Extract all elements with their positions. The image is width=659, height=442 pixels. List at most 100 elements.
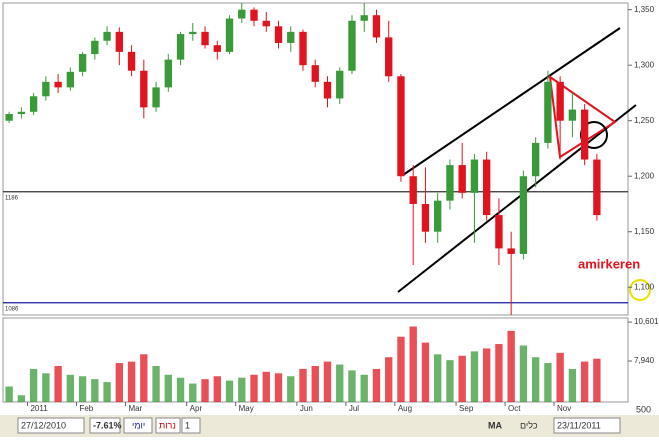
volume-bar [556, 352, 564, 402]
volume-bar [250, 374, 258, 402]
annotation: amirkeren [578, 256, 640, 271]
volume-bar [287, 376, 295, 402]
volume-bar [225, 380, 234, 402]
candle-body [495, 215, 503, 249]
candle-body [238, 9, 246, 19]
y-tick-label: 1,350 [634, 5, 655, 14]
start-date-field[interactable] [17, 417, 85, 434]
period-button[interactable] [123, 417, 153, 434]
horizontal-line-label: 1086 [5, 306, 19, 312]
candle-body [189, 31, 197, 35]
start-date: 27/12/2010 [21, 420, 66, 430]
style: נרות [159, 420, 176, 430]
candle-body [348, 20, 356, 71]
zoom: 500 [636, 404, 651, 414]
tools-button[interactable]: כלים [520, 420, 538, 430]
volume-bar [336, 364, 344, 402]
volume-bar [274, 373, 283, 402]
candle-body [483, 159, 491, 216]
candle-body [164, 59, 172, 88]
candle-body [507, 248, 515, 254]
trend-line [397, 104, 637, 293]
candle-body [115, 31, 123, 52]
candle-body [519, 176, 528, 254]
volume-bar [507, 330, 515, 402]
volume-bar [29, 368, 38, 402]
x-tick-label: Sep [459, 404, 474, 413]
candle-body [470, 159, 479, 193]
candle-body [593, 159, 601, 216]
horizontal-line-label: 1186 [5, 195, 19, 201]
candle-body [458, 165, 466, 193]
volume-bar [262, 371, 270, 402]
circle-marker [629, 279, 651, 301]
count: 1 [185, 420, 190, 430]
volume-bar [115, 363, 123, 402]
volume-bar [372, 368, 381, 402]
ma-button[interactable]: MA [488, 420, 502, 430]
volume-tick-label: 7,940 [634, 356, 655, 365]
volume-bar [519, 345, 528, 402]
price-frame [2, 2, 629, 316]
volume-bar [311, 366, 319, 402]
x-tick-label: May [239, 404, 254, 413]
x-tick-label: Feb [79, 404, 93, 413]
candle-body [434, 200, 442, 232]
volume-bar [152, 366, 160, 402]
x-tick-label: Aug [398, 404, 412, 413]
style-button[interactable] [155, 417, 181, 434]
end-date-field[interactable] [553, 417, 621, 434]
candle-body [311, 65, 319, 82]
y-tick-label: 1,300 [634, 60, 655, 69]
candle-body [372, 15, 381, 38]
candle-body [556, 81, 564, 121]
candle-body [250, 9, 258, 21]
change-field [89, 417, 121, 434]
candle-body [225, 18, 234, 52]
candle-body [323, 81, 332, 99]
volume-bar [568, 368, 577, 402]
volume-bar [580, 361, 589, 402]
volume-bar [78, 376, 87, 402]
candle-body [360, 15, 368, 21]
volume-bar [446, 360, 454, 402]
candle-body [213, 45, 221, 52]
candle-body [397, 76, 405, 177]
x-tick-label: 2011 [30, 404, 48, 413]
volume-bar [458, 355, 466, 402]
volume-bar [385, 357, 393, 402]
candle-body [127, 51, 136, 71]
volume-bar [593, 358, 601, 402]
volume-bar [66, 374, 75, 402]
volume-bar [42, 373, 50, 402]
candle-body [274, 26, 283, 43]
candle-body [336, 70, 344, 99]
volume-bar [495, 344, 503, 402]
volume-bar [544, 363, 552, 402]
volume-bar [140, 354, 148, 402]
candle-body [580, 109, 589, 160]
candle-body [91, 40, 99, 55]
change: -7.61% [93, 420, 122, 430]
candle-body [29, 96, 38, 112]
candle-body [385, 37, 393, 77]
count-field[interactable] [181, 417, 201, 434]
candle-body [299, 31, 307, 66]
trend-line [402, 27, 621, 176]
candle-body [54, 81, 62, 88]
x-tick-label: Apr [190, 404, 203, 413]
x-tick-label: Mar [128, 404, 142, 413]
candle-body [421, 203, 430, 232]
candle-body [176, 34, 185, 60]
candle-body [568, 109, 577, 121]
y-tick-label: 1,100 [634, 282, 655, 291]
volume-bar [103, 382, 111, 402]
candle-body [140, 70, 148, 108]
volume-bar [164, 374, 172, 402]
candle-body [152, 87, 160, 108]
candle-body [262, 20, 270, 27]
volume-bar [421, 342, 430, 402]
volume-bar [470, 351, 479, 402]
volume-bar [176, 377, 185, 402]
